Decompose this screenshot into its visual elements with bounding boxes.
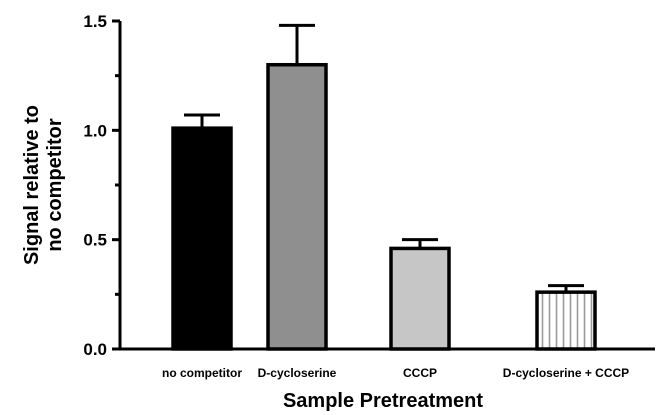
bar	[535, 290, 597, 351]
y-axis-title: Signal relative to no competitor	[21, 105, 66, 265]
y-tick-label: 0.5	[83, 231, 107, 250]
category-label: D-cycloserine	[258, 366, 337, 380]
bar	[266, 62, 328, 351]
y-tick-label: 1.0	[83, 121, 107, 140]
y-tick-label: 1.5	[83, 12, 107, 31]
y-tick-label: 0.0	[83, 340, 107, 359]
category-label: no competitor	[162, 366, 242, 380]
bar	[389, 246, 451, 351]
category-label: CCCP	[403, 366, 437, 380]
y-axis-title-line-1: Signal relative to	[21, 105, 43, 265]
category-label: D-cycloserine + CCCP	[503, 366, 629, 380]
y-axis-title-line-2: no competitor	[44, 118, 66, 252]
bar	[171, 126, 233, 351]
x-axis-title: Sample Pretreatment	[283, 390, 483, 412]
